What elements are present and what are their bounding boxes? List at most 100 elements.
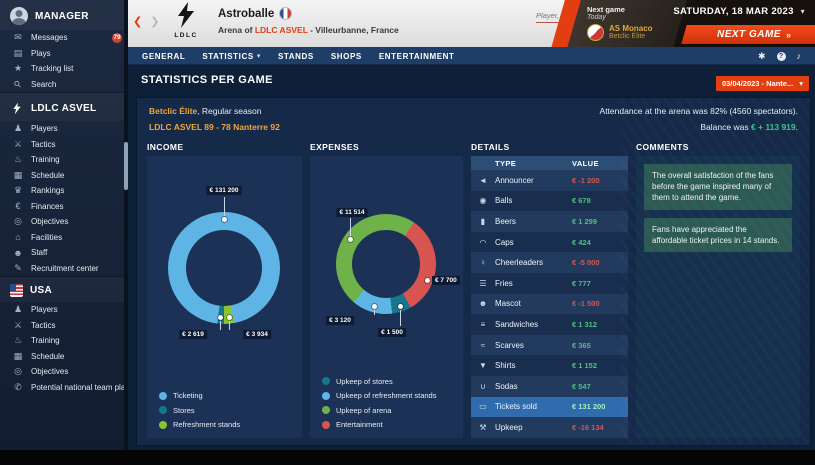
schedule-icon: ▦	[13, 169, 23, 180]
mail-icon: ✉	[14, 32, 22, 43]
table-row-tickets-sold[interactable]: ▭ Tickets sold € 131 200	[471, 396, 628, 418]
table-row-scarves[interactable]: ≈ Scarves € 365	[471, 334, 628, 356]
table-row-announcer[interactable]: ◄ Announcer € -1 200	[471, 170, 628, 191]
date-selector[interactable]: SATURDAY, 18 MAR 2023 ▾	[673, 6, 805, 17]
row-value: € 547	[572, 381, 591, 391]
forward-icon[interactable]: ❯	[150, 16, 160, 28]
sidebar-item-schedule[interactable]: ▦ Schedule	[0, 168, 128, 184]
sidebar-section-manager[interactable]: MANAGER	[0, 0, 128, 30]
arena-sub-prefix: Arena of	[218, 25, 255, 35]
callout-line	[228, 321, 230, 330]
table-row-fries[interactable]: ☰ Fries € 777	[471, 272, 628, 294]
scarf-icon: ≈	[480, 340, 486, 350]
details-table-header: TYPE VALUE	[471, 156, 628, 170]
tab-statistics[interactable]: STATISTICS ▾	[202, 52, 261, 61]
settings-icon[interactable]: ✱	[757, 50, 766, 61]
legend-swatch	[322, 420, 330, 429]
music-icon[interactable]: ♪	[796, 51, 802, 61]
sidebar-item-plays[interactable]: ▤ Plays	[0, 46, 128, 62]
sidebar-item-schedule[interactable]: ▦ Schedule	[0, 349, 128, 365]
sidebar-item-training[interactable]: ♨ Training	[0, 333, 128, 349]
table-row-balls[interactable]: ◉ Balls € 678	[471, 190, 628, 212]
legend-item-refreshment-stands: Refreshment stands	[159, 420, 240, 429]
slice-label: € 2 619	[179, 330, 207, 339]
sidebar-item-objectives[interactable]: ◎ Objectives	[0, 364, 128, 380]
slice-label: € 7 700	[432, 276, 460, 285]
table-row-mascot[interactable]: ☻ Mascot € -1 500	[471, 293, 628, 315]
sidebar-item-finances[interactable]: € Finances	[0, 199, 128, 215]
next-game-button[interactable]: NEXT GAME »	[681, 25, 815, 44]
arena-team-link[interactable]: LDLC ASVEL	[254, 25, 308, 35]
sidebar-item-rankings[interactable]: ♛ Rankings	[0, 183, 128, 199]
sidebar-item-objectives[interactable]: ◎ Objectives	[0, 214, 128, 230]
sidebar-item-players[interactable]: ♟ Players	[0, 302, 128, 318]
legend-item-upkeep-of-refreshment-stands: Upkeep of refreshment stands	[322, 391, 436, 400]
game-selector-dropdown[interactable]: 03/04/2023 - Nante... ▾	[715, 76, 809, 91]
sidebar-item-recruitment-center[interactable]: ✎ Recruitment center	[0, 261, 128, 277]
beer-icon: ▮	[480, 216, 486, 226]
sidebar-item-tactics[interactable]: ⚔ Tactics	[0, 137, 128, 153]
row-type: Sandwiches	[495, 319, 539, 329]
club-bolt-icon	[10, 100, 24, 116]
sandwich-icon: ≡	[480, 319, 486, 329]
plays-icon: ▤	[13, 47, 23, 58]
league-name: Betclic Élite	[149, 106, 198, 116]
tab-stands[interactable]: STANDS	[278, 52, 314, 61]
row-value: € 365	[572, 340, 591, 350]
details-column: DETAILS TYPE VALUE ◄ Announcer € -1 200 ◉ Ba…	[471, 142, 628, 438]
history-arrows: ❮ ❯	[133, 15, 160, 28]
table-row-sodas[interactable]: ∪ Sodas € 547	[471, 375, 628, 397]
sidebar-item-search[interactable]: ⚲ Search	[0, 77, 128, 93]
chevron-down-icon: ▾	[799, 79, 803, 88]
cheerleader-icon: ♀	[480, 258, 486, 268]
sidebar-scrollbar[interactable]	[124, 0, 128, 450]
sidebar-item-potential-national-team-players[interactable]: ✆ Potential national team players	[0, 380, 140, 396]
sidebar-item-facilities[interactable]: ⌂ Facilities	[0, 230, 128, 246]
tab-entertainment[interactable]: ENTERTAINMENT	[379, 52, 455, 61]
sidebar-item-staff[interactable]: ☻ Staff	[0, 245, 128, 261]
search-icon: ⚲	[11, 78, 24, 90]
table-row-sandwiches[interactable]: ≡ Sandwiches € 1 312	[471, 314, 628, 335]
sidebar-scrollbar-thumb[interactable]	[124, 142, 128, 190]
sidebar-item-training[interactable]: ♨ Training	[0, 152, 128, 168]
slice-dot	[347, 236, 353, 242]
sidebar-item-messages[interactable]: ✉ Messages 79	[0, 30, 128, 46]
opponent-league: Betclic Élite	[609, 33, 646, 40]
main-content: STATISTICS PER GAME 03/04/2023 - Nante..…	[128, 65, 815, 450]
lightning-bolt-icon	[178, 2, 194, 28]
table-row-cheerleaders[interactable]: ♀ Cheerleaders € -5 000	[471, 252, 628, 273]
mascot-icon: ☻	[478, 299, 488, 309]
sidebar-item-players[interactable]: ♟ Players	[0, 121, 128, 137]
table-row-upkeep[interactable]: ⚒ Upkeep € -16 134	[471, 417, 628, 438]
chevron-down-icon: ▾	[800, 7, 805, 16]
legend-label: Upkeep of refreshment stands	[336, 391, 437, 400]
main-nav: GENERAL STATISTICS ▾ STANDS SHOPS ENTERTAINME…	[128, 47, 815, 65]
sidebar-item-tactics[interactable]: ⚔ Tactics	[0, 318, 128, 334]
tab-shops[interactable]: SHOPS	[331, 52, 362, 61]
opponent-crest-icon	[587, 24, 604, 41]
tab-general[interactable]: GENERAL	[142, 52, 185, 61]
shirt-icon: ▼	[479, 361, 487, 371]
club-logo[interactable]: LDLC ASVEL	[164, 2, 208, 46]
sidebar-item-label: Staff	[31, 248, 48, 258]
table-row-caps[interactable]: ◠ Caps € 424	[471, 231, 628, 253]
donut-income	[168, 212, 280, 324]
sidebar-section-club[interactable]: LDLC ASVEL	[0, 92, 128, 121]
sidebar-item-label: Players	[31, 305, 58, 315]
sidebar-item-tracking-list[interactable]: ★ Tracking list	[0, 61, 128, 77]
schedule-icon: ▦	[13, 350, 23, 361]
sidebar-section-national[interactable]: USA	[0, 276, 128, 302]
back-icon[interactable]: ❮	[133, 16, 143, 28]
table-row-shirts[interactable]: ▼ Shirts € 1 152	[471, 355, 628, 376]
callout-line	[223, 197, 225, 216]
club-logo-text1: LDLC	[174, 32, 198, 39]
slice-label: € 3 120	[326, 316, 354, 325]
help-icon[interactable]: ?	[776, 51, 786, 61]
next-game-opponent-block[interactable]: AS Monaco Betclic Élite	[587, 24, 653, 41]
row-value: € 131 200	[572, 402, 606, 412]
row-type: Balls	[495, 196, 513, 206]
ball-icon: ◉	[479, 196, 487, 206]
legend-label: Upkeep of stores	[336, 376, 393, 386]
arena-name: Astroballe	[218, 7, 275, 20]
table-row-beers[interactable]: ▮ Beers € 1 299	[471, 211, 628, 232]
